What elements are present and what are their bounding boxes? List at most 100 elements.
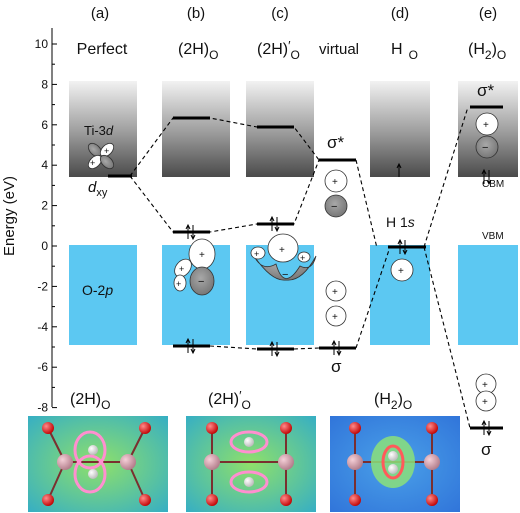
dxy-lobe-2 — [99, 142, 115, 158]
connector-middle — [129, 159, 320, 233]
h-1s-lobe — [390, 258, 414, 282]
title-2h-prime-o: (2H)′O — [257, 38, 300, 62]
h-1s-sign: + — [398, 266, 404, 277]
energy-levels — [108, 105, 503, 430]
2h-prime-sign: + — [300, 253, 305, 263]
spin-pair-virtual-sigma — [331, 339, 342, 357]
density-map-2h — [28, 416, 168, 512]
density-glow — [371, 436, 415, 488]
axis-tick-label: 6 — [41, 118, 48, 132]
ti-3d-band-2h-prime — [246, 81, 314, 177]
orbital-2h-prime: + + + − — [250, 233, 317, 281]
o-atom — [349, 422, 361, 434]
2h-prime-lobe-white-right — [297, 251, 311, 263]
dxy-lobe-1 — [87, 142, 103, 158]
spin-single-h-cbm — [396, 162, 402, 177]
density-title-2h-prime: (2H)′O — [208, 388, 251, 412]
o-2p-band-perfect — [69, 245, 137, 345]
h2-star-lobe-plus — [475, 112, 499, 136]
electron-arrows — [185, 162, 492, 437]
energy-axis: 10 8 6 4 2 0 -2 -4 -6 -8 — [35, 28, 57, 415]
h-atom — [388, 464, 398, 474]
2h-prime-sign: − — [282, 269, 288, 281]
spin-pair-2h-low — [185, 337, 196, 355]
orbital-dxy: + + — [87, 142, 115, 170]
spin-pair-h-1s — [397, 238, 408, 256]
ti-atom — [120, 454, 136, 470]
dxy-lobe-3 — [87, 154, 103, 170]
o-2p-band-h2 — [458, 245, 518, 345]
label-vbm: VBM — [482, 231, 504, 242]
o-atom — [280, 422, 292, 434]
title-h2-o: (H2)O — [468, 41, 506, 62]
axis-label: Energy (eV) — [1, 176, 18, 256]
label-ti-3d: Ti-3d — [84, 123, 114, 138]
spin-pair-2h-mid — [185, 223, 196, 241]
label-dxy: dxy — [88, 179, 108, 199]
connector-d-to-e-sigma — [423, 246, 471, 429]
connector-virtual-star-to-e — [355, 159, 378, 249]
label-h-1s: H 1s — [386, 214, 415, 230]
density-lobe — [73, 454, 107, 494]
virtual-sigma-lobe-1 — [325, 280, 347, 302]
2h-prime-sign: + — [254, 249, 259, 259]
h-atom — [388, 451, 398, 461]
axis-tick-label: -8 — [37, 401, 48, 415]
spin-pair-2h-prime-mid — [269, 215, 280, 233]
orbital-h-1s: + — [390, 258, 414, 282]
orbital-virtual-sigma: + + — [325, 280, 347, 327]
panel-label-b: (b) — [187, 5, 205, 22]
density-map-2h-prime — [186, 416, 316, 512]
2h-prime-lobe-gray — [253, 255, 317, 281]
o-atom — [206, 494, 218, 506]
axis-tick-label: 4 — [41, 158, 48, 172]
axis-tick-label: 2 — [41, 199, 48, 213]
h2-star-sign: − — [482, 142, 488, 154]
title-virtual: virtual — [319, 41, 359, 58]
panel-label-a: (a) — [91, 5, 109, 22]
label-o-2p: O-2p — [82, 282, 113, 298]
axis-tick-label: -6 — [37, 360, 48, 374]
connector-d-to-e-star — [423, 106, 469, 248]
dxy-sign: + — [104, 146, 109, 156]
title-perfect: Perfect — [77, 41, 128, 58]
density-lobe — [229, 470, 269, 494]
axis-tick-label: -2 — [37, 279, 48, 293]
label-sigma-star-e: σ* — [477, 81, 494, 100]
orbital-virtual-sigma-star: + − — [324, 169, 348, 218]
o-atom — [426, 422, 438, 434]
2h-sign: + — [199, 250, 205, 261]
h2-star-sign: + — [483, 120, 489, 131]
h2-sigma-sign: + — [482, 397, 488, 408]
density-lobe — [229, 430, 269, 454]
virtual-star-lobe-minus — [324, 194, 348, 218]
virtual-sigma-sign: + — [332, 312, 338, 323]
2h-sign: − — [198, 276, 204, 288]
virtual-sigma-sign: + — [332, 287, 338, 298]
label-sigma-star-virtual: σ* — [327, 133, 344, 152]
o-atom — [139, 494, 151, 506]
axis-tick-label: 8 — [41, 77, 48, 91]
h-atom — [244, 477, 254, 487]
ti-atom — [204, 454, 220, 470]
virtual-star-sign: − — [331, 201, 337, 213]
density-lobe — [381, 444, 405, 480]
h-atom — [88, 445, 98, 455]
spin-pair-h2-cbm — [481, 168, 492, 186]
orbital-2h: + − + + — [173, 238, 216, 296]
orbital-h2-sigma: + + — [475, 373, 497, 412]
panel-label-e: (e) — [479, 5, 497, 22]
axis-tick-label: -4 — [37, 320, 48, 334]
o-atom — [349, 494, 361, 506]
2h-prime-lobe-white-top — [267, 233, 299, 263]
h2-star-lobe-minus — [475, 135, 499, 159]
label-sigma-virtual: σ — [331, 357, 342, 376]
ti-atom — [424, 454, 440, 470]
2h-sign: + — [179, 264, 184, 274]
h-atom — [244, 437, 254, 447]
o-atom — [139, 422, 151, 434]
spin-pair-2h-prime-low — [269, 340, 280, 358]
density-lobe — [73, 430, 107, 470]
panel-label-d: (d) — [391, 5, 409, 22]
